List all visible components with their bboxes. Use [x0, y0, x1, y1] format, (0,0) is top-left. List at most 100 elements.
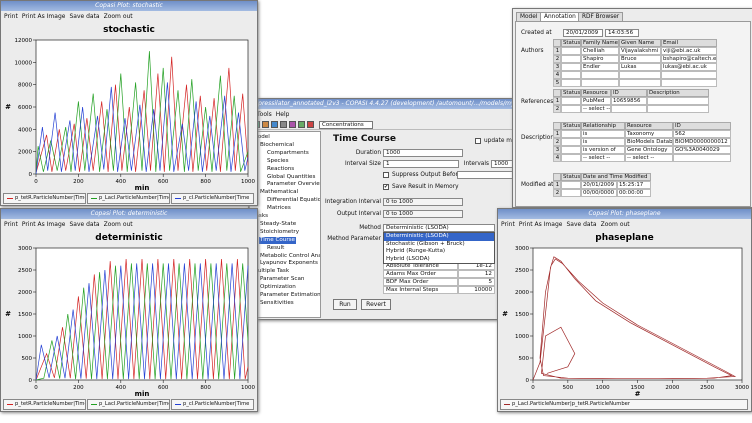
suppress-field[interactable] — [457, 171, 513, 179]
menu-item[interactable]: Print As Image — [21, 13, 66, 20]
table-cell[interactable] — [561, 55, 581, 63]
table-cell[interactable] — [561, 146, 581, 154]
method-option[interactable]: Hybrid (Runge-Kutta) — [386, 248, 446, 254]
parameter-value[interactable]: 12 — [458, 270, 495, 278]
menu-item[interactable]: Print — [501, 221, 515, 228]
tab[interactable]: Model — [516, 12, 542, 21]
legend-button[interactable]: p_LacI.ParticleNumber|p_tetR.ParticleNum… — [500, 399, 748, 410]
table-cell[interactable]: Chelliah — [581, 47, 619, 55]
intervals-field[interactable]: 1000 — [491, 160, 519, 168]
table-cell[interactable]: -- select -- — [581, 105, 611, 113]
table-cell[interactable] — [561, 47, 581, 55]
table-cell[interactable]: PubMed — [581, 97, 611, 105]
tree-item[interactable]: Parameter Estimation — [260, 292, 321, 298]
menu-item[interactable]: Print — [4, 13, 18, 20]
parameter-value[interactable]: 5 — [458, 278, 495, 286]
created-time-field[interactable]: 14:03:56 — [605, 29, 639, 37]
tree-item[interactable]: Sensitivities — [260, 299, 294, 306]
tree-item[interactable]: Optimization — [260, 284, 296, 291]
integration-interval-field[interactable]: 0 to 1000 — [383, 198, 463, 206]
table-cell[interactable] — [619, 79, 661, 87]
duration-field[interactable]: 1000 — [383, 149, 463, 157]
menu-item[interactable]: Save data — [566, 221, 597, 228]
table-cell[interactable]: bshapiro@caltech.edu — [661, 55, 717, 63]
tree-item[interactable]: Steady-State — [260, 220, 297, 227]
parameter-value[interactable]: 10000 — [458, 286, 495, 294]
table-cell[interactable] — [661, 71, 717, 79]
table-cell[interactable]: 10659856 — [611, 97, 647, 105]
menu-item[interactable]: Print As Image — [21, 221, 66, 228]
legend-button[interactable]: p_tetR.ParticleNumber|Time — [3, 399, 86, 410]
table-cell[interactable]: Bruce — [619, 55, 661, 63]
revert-button[interactable]: Revert — [361, 299, 391, 310]
legend-button[interactable]: p_cI.ParticleNumber|Time — [171, 399, 254, 410]
run-button[interactable]: Run — [333, 299, 357, 310]
tree-item[interactable]: Reactions — [267, 165, 295, 172]
tree-item[interactable]: Model — [253, 134, 270, 140]
table-cell[interactable]: BIOMD0000000012 — [673, 138, 731, 146]
tree-item[interactable]: Multiple Task — [253, 268, 290, 275]
table-cell[interactable]: is — [581, 130, 625, 138]
table-cell[interactable]: is — [581, 138, 625, 146]
table-cell[interactable]: Vijayalakshmi — [619, 47, 661, 55]
table-cell[interactable] — [581, 71, 619, 79]
menu-item[interactable]: Help — [275, 111, 290, 118]
table-cell[interactable] — [561, 154, 581, 162]
tree-item[interactable]: Result — [267, 244, 285, 251]
table-cell[interactable] — [561, 105, 581, 113]
table-cell[interactable] — [561, 189, 581, 197]
menu-item[interactable]: Zoom out — [600, 221, 630, 228]
menu-item[interactable]: Save data — [69, 13, 100, 20]
tree-item[interactable]: Lyapunov Exponents — [260, 260, 318, 267]
tree-item[interactable]: Parameter Overview — [267, 181, 321, 188]
table-cell[interactable]: Taxonomy — [625, 130, 673, 138]
method-option[interactable]: Hybrid (LSODA) — [386, 255, 430, 262]
checkbox[interactable] — [475, 138, 481, 144]
toolbar-icon[interactable] — [280, 121, 287, 128]
table-cell[interactable] — [647, 105, 709, 113]
toolbar-icon[interactable] — [262, 121, 269, 128]
toolbar-icon[interactable] — [271, 121, 278, 128]
legend-button[interactable]: p_tetR.ParticleNumber|Time — [3, 193, 86, 204]
table-cell[interactable] — [561, 130, 581, 138]
table-cell[interactable]: Endler — [581, 63, 619, 71]
tree-item[interactable]: Differential Equations — [267, 197, 321, 204]
toolbar-icon[interactable] — [298, 121, 305, 128]
menu-item[interactable]: Zoom out — [103, 13, 133, 20]
tree-item[interactable]: Stoichiometry — [260, 228, 300, 235]
table-cell[interactable] — [661, 79, 717, 87]
table-cell[interactable]: -- select -- — [625, 154, 673, 162]
tree-item[interactable]: Parameter Scan — [260, 276, 305, 283]
tree-item[interactable]: Metabolic Control Analysis — [260, 252, 320, 259]
legend-button[interactable]: p_LacI.ParticleNumber|Time — [87, 193, 170, 204]
menu-item[interactable]: Print — [4, 221, 18, 228]
interval-size-field[interactable]: 1 — [383, 160, 459, 168]
menu-item[interactable]: Print As Image — [518, 221, 563, 228]
table-cell[interactable] — [619, 71, 661, 79]
table-cell[interactable] — [561, 138, 581, 146]
table-cell[interactable] — [561, 79, 581, 87]
table-cell[interactable]: BioModels Database — [625, 138, 673, 146]
table-cell[interactable]: viji@ebi.ac.uk — [661, 47, 717, 55]
method-option[interactable]: Stochastic (Gibson + Bruck) — [386, 240, 465, 247]
table-cell[interactable]: 15:25:17 — [617, 181, 651, 189]
table-cell[interactable]: Lukas — [619, 63, 661, 71]
toolbar-icon[interactable] — [307, 121, 314, 128]
table-cell[interactable]: is version of — [581, 146, 625, 154]
tree-item[interactable]: Compartments — [267, 149, 309, 156]
tree-item[interactable]: Tasks — [253, 213, 268, 219]
table-cell[interactable] — [561, 71, 581, 79]
menu-item[interactable]: Zoom out — [103, 221, 133, 228]
tree-item[interactable]: Species — [267, 157, 289, 164]
table-cell[interactable] — [673, 154, 731, 162]
tree-item[interactable]: Time Course — [259, 236, 296, 245]
table-cell[interactable]: 562 — [673, 130, 731, 138]
table-cell[interactable] — [561, 97, 581, 105]
toolbar-icon[interactable] — [289, 121, 296, 128]
output-interval-field[interactable]: 0 to 1000 — [383, 210, 463, 218]
table-cell[interactable] — [561, 181, 581, 189]
table-cell[interactable]: 00/00/0000 — [581, 189, 617, 197]
tab[interactable]: Annotation — [540, 12, 580, 21]
table-cell[interactable]: GO%3A0040029 — [673, 146, 731, 154]
view-mode-select[interactable]: Concentrations — [319, 121, 373, 129]
